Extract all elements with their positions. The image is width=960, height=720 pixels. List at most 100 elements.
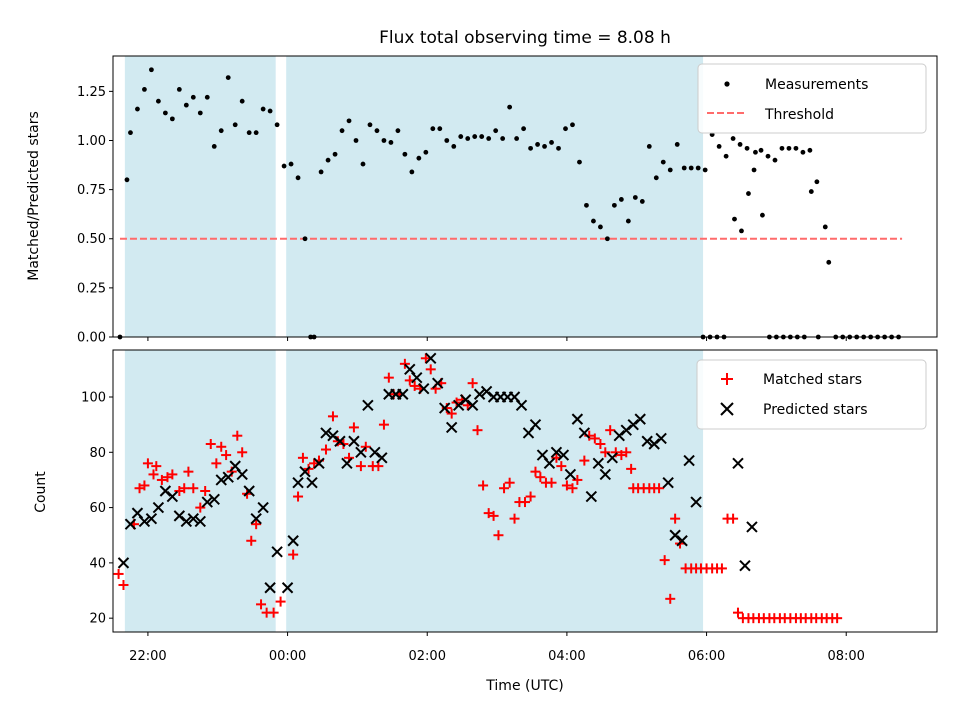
measurement-point xyxy=(786,145,792,151)
measurement-point xyxy=(674,142,680,147)
predicted-star-point xyxy=(676,535,688,547)
matched-star-point xyxy=(167,469,178,480)
predicted-star-point xyxy=(362,399,374,412)
predicted-star-point xyxy=(613,429,625,442)
predicted-star-point xyxy=(124,518,137,530)
matched-star-point xyxy=(288,549,299,560)
predicted-star-point xyxy=(334,435,346,447)
measurement-point xyxy=(746,191,751,196)
predicted-star-point xyxy=(459,394,472,406)
measurement-point xyxy=(465,136,471,141)
y-tick-label: 0.75 xyxy=(77,183,106,198)
legend-predicted-marker xyxy=(720,402,734,416)
predicted-star-point xyxy=(222,471,234,483)
measurement-point xyxy=(500,136,506,141)
measurement-point xyxy=(225,75,231,81)
predicted-star-point xyxy=(327,429,339,442)
measurement-point xyxy=(295,175,301,181)
matched-star-point xyxy=(293,491,304,502)
measurement-point xyxy=(155,98,161,104)
predicted-star-point xyxy=(480,385,493,398)
measurement-point xyxy=(556,145,561,151)
matched-star-point xyxy=(589,433,600,444)
measurement-point xyxy=(646,143,652,149)
measurement-point xyxy=(169,116,175,122)
measurement-point xyxy=(416,155,422,161)
measurement-point xyxy=(737,142,743,147)
measurement-point xyxy=(758,147,764,153)
measurement-point xyxy=(807,147,813,153)
measurement-point xyxy=(765,153,771,159)
predicted-star-point xyxy=(194,515,206,528)
measurement-point xyxy=(639,199,645,204)
predicted-star-point xyxy=(152,501,165,514)
measurement-point xyxy=(190,94,196,100)
matched-star-point xyxy=(268,607,279,618)
predicted-star-point xyxy=(208,493,220,506)
measurement-point xyxy=(444,138,450,143)
matched-star-point xyxy=(378,419,389,430)
matched-star-point xyxy=(221,450,232,461)
observing-band-0 xyxy=(124,56,276,337)
matched-star-point xyxy=(579,455,590,466)
matched-star-point xyxy=(520,497,530,508)
observing-bands-bottom xyxy=(124,350,704,632)
matched-star-point xyxy=(654,483,665,494)
observing-band-1 xyxy=(286,56,704,337)
matched-star-point xyxy=(148,469,159,480)
legend-measurements-label: Measurements xyxy=(765,77,868,93)
top-legend: Measurements Threshold xyxy=(697,63,927,134)
measurement-point xyxy=(437,126,443,132)
measurement-point xyxy=(753,149,758,155)
measurement-point xyxy=(246,130,252,136)
y-tick-label: 60 xyxy=(89,501,106,516)
predicted-star-point xyxy=(739,559,751,572)
predicted-star-point xyxy=(529,418,542,431)
y-tick-label: 0.00 xyxy=(77,331,106,346)
predicted-star-point xyxy=(438,402,451,414)
predicted-star-point xyxy=(299,465,311,478)
matched-star-point xyxy=(373,461,384,472)
predicted-star-point xyxy=(606,452,618,464)
ratio-panel: 0.00 0.25 0.50 0.75 1.00 1.25 Matched/Predict… xyxy=(26,55,938,346)
matched-star-point xyxy=(493,530,504,541)
measurement-point xyxy=(598,224,603,230)
measurement-point xyxy=(486,136,492,141)
top-x-ticks xyxy=(147,337,847,341)
matched-star-point xyxy=(546,477,557,488)
predicted-star-point xyxy=(243,485,255,497)
measurement-point xyxy=(549,140,554,145)
measurement-point xyxy=(211,143,217,149)
matched-star-point xyxy=(297,452,308,463)
predicted-star-point xyxy=(397,388,409,400)
matched-star-point xyxy=(205,439,216,449)
measurement-point xyxy=(430,126,436,132)
measurement-point xyxy=(232,122,238,128)
measurement-point xyxy=(402,151,408,157)
matched-star-point xyxy=(832,613,843,624)
measurement-point xyxy=(302,236,308,242)
top-y-ticks: 0.00 0.25 0.50 0.75 1.00 1.25 xyxy=(77,85,113,346)
predicted-star-point xyxy=(180,515,193,528)
predicted-star-point xyxy=(166,490,179,503)
x-tick-label: 02:00 xyxy=(409,649,446,664)
matched-star-point xyxy=(327,411,338,422)
measurement-point xyxy=(281,163,287,169)
measurement-points xyxy=(117,67,901,340)
measurement-point xyxy=(760,212,765,218)
predicted-star-points xyxy=(117,352,758,594)
predicted-star-point xyxy=(578,427,591,439)
matched-star-point xyxy=(348,422,359,433)
predicted-star-point xyxy=(620,424,632,436)
measurement-point xyxy=(751,167,757,173)
measurement-point xyxy=(472,134,478,139)
matched-star-point xyxy=(525,491,536,502)
measurement-point xyxy=(451,143,457,149)
matched-star-point xyxy=(256,599,267,610)
measurement-point xyxy=(493,128,499,134)
measurement-point xyxy=(800,149,806,155)
measurement-point xyxy=(632,195,638,200)
measurement-point xyxy=(325,157,331,163)
predicted-star-point xyxy=(445,421,458,434)
count-panel: 20 40 60 80 100 22:00 00:00 02:00 04:00 06:00 08:… xyxy=(33,349,938,694)
